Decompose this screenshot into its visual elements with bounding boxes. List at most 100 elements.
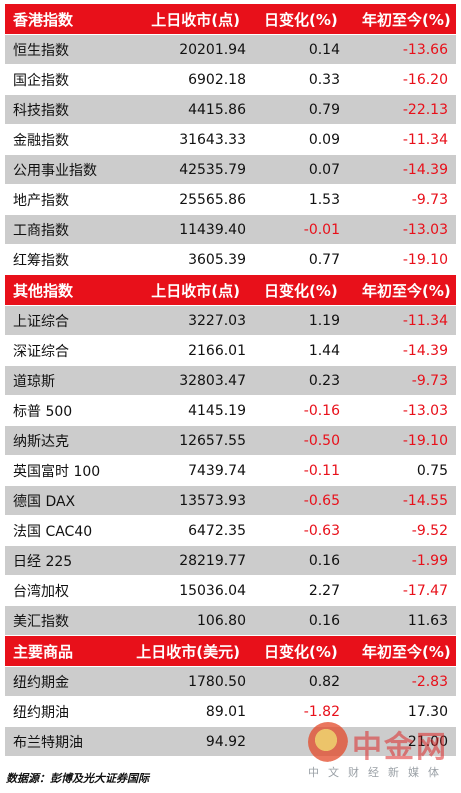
header-cell: 上日收市(美元) [136, 642, 240, 661]
header-cell: 年初至今(%) [362, 642, 451, 661]
ytd-change-cell: -11.34 [402, 131, 448, 148]
section-header: 主要商品 上日收市(美元) 日变化(%) 年初至今(%) [5, 636, 456, 667]
watermark: 中金网 中文财经新媒体 [300, 718, 458, 782]
table-row: 纽约期金 1780.50 0.82 -2.83 [5, 667, 456, 697]
index-name-cell: 国企指数 [13, 72, 69, 89]
header-cell: 上日收市(点) [151, 281, 240, 300]
close-value-cell: 11439.40 [179, 221, 246, 238]
day-change-cell: -0.16 [303, 402, 340, 419]
table-row: 科技指数 4415.86 0.79 -22.13 [5, 95, 456, 125]
day-change-cell: 1.19 [308, 312, 340, 329]
header-cell: 主要商品 [13, 642, 74, 661]
day-change-cell: -0.01 [303, 221, 340, 238]
table-row: 法国 CAC40 6472.35 -0.63 -9.52 [5, 516, 456, 546]
close-value-cell: 25565.86 [179, 191, 246, 208]
table-row: 上证综合 3227.03 1.19 -11.34 [5, 306, 456, 336]
close-value-cell: 32803.47 [179, 372, 246, 389]
day-change-cell: 0.23 [308, 372, 340, 389]
header-cell: 日变化(%) [264, 642, 338, 661]
close-value-cell: 89.01 [205, 703, 246, 720]
table-row: 恒生指数 20201.94 0.14 -13.66 [5, 35, 456, 65]
table-row: 道琼斯 32803.47 0.23 -9.73 [5, 366, 456, 396]
index-name-cell: 布兰特期油 [13, 734, 83, 751]
header-cell: 日变化(%) [264, 281, 338, 300]
ytd-change-cell: -13.03 [402, 402, 448, 419]
close-value-cell: 7439.74 [188, 462, 246, 479]
table-row: 纽约期油 89.01 -1.82 17.30 [5, 697, 456, 727]
day-change-cell: 0.07 [308, 161, 340, 178]
table-row: 工商指数 11439.40 -0.01 -13.03 [5, 215, 456, 245]
table-row: 台湾加权 15036.04 2.27 -17.47 [5, 576, 456, 606]
data-source-note: 数据源：彭博及光大证券国际 [6, 772, 149, 785]
ytd-change-cell: 0.75 [416, 462, 448, 479]
ytd-change-cell: -13.03 [402, 221, 448, 238]
header-cell: 年初至今(%) [362, 10, 451, 29]
index-name-cell: 红筹指数 [13, 252, 69, 269]
index-name-cell: 工商指数 [13, 222, 69, 239]
index-name-cell: 恒生指数 [13, 42, 69, 59]
section-header: 其他指数 上日收市(点) 日变化(%) 年初至今(%) [5, 275, 456, 306]
day-change-cell: -0.50 [303, 432, 340, 449]
ytd-change-cell: -9.52 [411, 522, 448, 539]
section-header: 香港指数 上日收市(点) 日变化(%) 年初至今(%) [5, 4, 456, 35]
ytd-change-cell: -13.66 [402, 41, 448, 58]
close-value-cell: 28219.77 [179, 552, 246, 569]
table-row: 英国富时 100 7439.74 -0.11 0.75 [5, 456, 456, 486]
close-value-cell: 6902.18 [188, 71, 246, 88]
day-change-cell: 0.09 [308, 131, 340, 148]
day-change-cell: 0.16 [308, 552, 340, 569]
index-name-cell: 标普 500 [13, 403, 73, 420]
day-change-cell: 0.16 [308, 612, 340, 629]
header-cell: 日变化(%) [264, 10, 338, 29]
watermark-logo-icon [308, 722, 348, 762]
ytd-change-cell: -19.10 [402, 432, 448, 449]
day-change-cell: 0.82 [308, 673, 340, 690]
ytd-change-cell: -1.99 [411, 552, 448, 569]
index-name-cell: 金融指数 [13, 132, 69, 149]
header-cell: 其他指数 [13, 281, 74, 300]
close-value-cell: 6472.35 [188, 522, 246, 539]
ytd-change-cell: -9.73 [411, 372, 448, 389]
table-row: 布兰特期油 94.92 21.00 [5, 727, 456, 757]
day-change-cell: 1.44 [308, 342, 340, 359]
close-value-cell: 31643.33 [179, 131, 246, 148]
table-row: 地产指数 25565.86 1.53 -9.73 [5, 185, 456, 215]
index-name-cell: 德国 DAX [13, 493, 76, 510]
index-name-cell: 美汇指数 [13, 613, 69, 630]
index-name-cell: 纽约期油 [13, 704, 69, 721]
close-value-cell: 12657.55 [179, 432, 246, 449]
table-row: 日经 225 28219.77 0.16 -1.99 [5, 546, 456, 576]
watermark-subtitle: 中文财经新媒体 [308, 766, 448, 779]
close-value-cell: 106.80 [197, 612, 246, 629]
index-name-cell: 法国 CAC40 [13, 523, 93, 540]
close-value-cell: 1780.50 [188, 673, 246, 690]
close-value-cell: 2166.01 [188, 342, 246, 359]
day-change-cell: 0.79 [308, 101, 340, 118]
index-name-cell: 公用事业指数 [13, 162, 97, 179]
index-name-cell: 科技指数 [13, 102, 69, 119]
day-change-cell: -0.65 [303, 492, 340, 509]
ytd-change-cell: -11.34 [402, 312, 448, 329]
table-row: 深证综合 2166.01 1.44 -14.39 [5, 336, 456, 366]
close-value-cell: 94.92 [205, 733, 246, 750]
day-change-cell: 2.27 [308, 582, 340, 599]
header-cell: 香港指数 [13, 10, 74, 29]
day-change-cell: 0.77 [308, 251, 340, 268]
header-cell: 年初至今(%) [362, 281, 451, 300]
index-name-cell: 上证综合 [13, 313, 69, 330]
ytd-change-cell: -14.55 [402, 492, 448, 509]
table-row: 金融指数 31643.33 0.09 -11.34 [5, 125, 456, 155]
close-value-cell: 3605.39 [188, 251, 246, 268]
table-row: 德国 DAX 13573.93 -0.65 -14.55 [5, 486, 456, 516]
index-name-cell: 纳斯达克 [13, 433, 69, 450]
table-row: 红筹指数 3605.39 0.77 -19.10 [5, 245, 456, 275]
day-change-cell: 0.14 [308, 41, 340, 58]
index-name-cell: 地产指数 [13, 192, 69, 209]
index-name-cell: 深证综合 [13, 343, 69, 360]
ytd-change-cell: 17.30 [407, 703, 448, 720]
day-change-cell: 0.33 [308, 71, 340, 88]
index-name-cell: 纽约期金 [13, 674, 69, 691]
ytd-change-cell: -22.13 [402, 101, 448, 118]
market-table: 香港指数 上日收市(点) 日变化(%) 年初至今(%) 恒生指数 20201.94 0.14… [5, 4, 456, 757]
index-name-cell: 英国富时 100 [13, 463, 101, 480]
